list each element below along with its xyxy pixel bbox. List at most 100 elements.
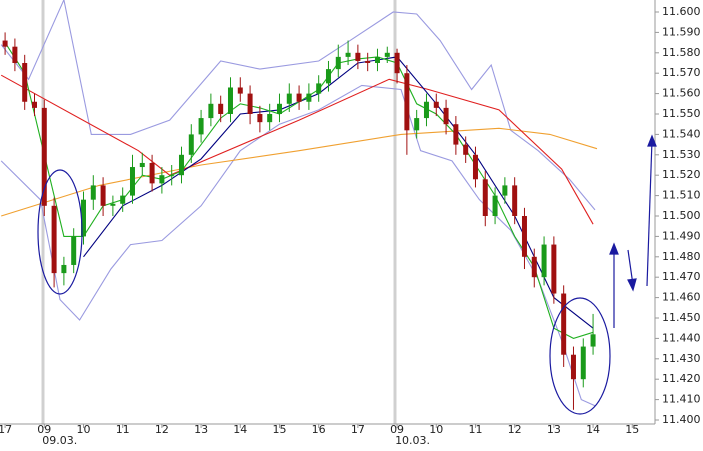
- indicator-line: [0, 0, 596, 211]
- x-tick-label: 16: [312, 423, 326, 436]
- candle-body: [345, 52, 351, 57]
- candle-body: [159, 175, 165, 184]
- arrow: [646, 139, 653, 287]
- candle-body: [149, 162, 155, 184]
- y-tick-label: 11.500: [662, 209, 701, 222]
- x-tick-label: 12: [155, 423, 169, 436]
- candle-body: [374, 56, 380, 63]
- y-tick-label: 11.600: [662, 5, 701, 18]
- x-tick-label: 13: [547, 423, 561, 436]
- y-tick-label: 11.420: [662, 372, 701, 385]
- x-tick-label: 11: [116, 423, 130, 436]
- x-tick-label: 10: [429, 423, 443, 436]
- y-tick-label: 11.580: [662, 46, 701, 59]
- candle-body: [580, 346, 586, 380]
- y-tick-label: 11.490: [662, 229, 701, 242]
- candle-body: [502, 185, 508, 196]
- candle-body: [120, 195, 126, 204]
- candle-body: [482, 179, 488, 216]
- candle-body: [521, 216, 527, 257]
- candle-body: [394, 52, 400, 74]
- indicator-line: [83, 56, 594, 329]
- y-tick-label: 11.510: [662, 189, 701, 202]
- candle-body: [237, 87, 243, 94]
- x-tick-label: 12: [508, 423, 522, 436]
- candle-body: [404, 73, 410, 131]
- x-tick-label: 15: [272, 423, 286, 436]
- candle-body: [22, 63, 28, 102]
- arrow-head: [647, 134, 657, 147]
- x-tick-label: 15: [625, 423, 639, 436]
- candle-body: [227, 87, 233, 114]
- candle-body: [453, 124, 459, 145]
- candle-body: [110, 203, 116, 206]
- candle-body: [433, 101, 439, 108]
- date-label: 10.03.: [395, 434, 430, 447]
- candle-body: [423, 101, 429, 119]
- y-tick-label: 11.520: [662, 168, 701, 181]
- y-tick-label: 11.410: [662, 393, 701, 406]
- y-tick-label: 11.400: [662, 413, 701, 426]
- candle-body: [169, 175, 175, 177]
- x-tick-label: 11: [468, 423, 482, 436]
- y-tick-label: 11.570: [662, 66, 701, 79]
- plot-area: [0, 0, 598, 424]
- candle-body: [80, 199, 86, 237]
- y-tick-label: 11.470: [662, 270, 701, 283]
- candle-body: [325, 69, 331, 84]
- candle-body: [384, 52, 390, 57]
- candle-body: [51, 205, 57, 274]
- x-tick-label: 14: [586, 423, 600, 436]
- indicator-line: [1, 127, 598, 217]
- candle-body: [71, 236, 77, 265]
- candle-body: [492, 195, 498, 216]
- candle-body: [335, 56, 341, 70]
- x-tick-label: 10: [76, 423, 90, 436]
- candle-body: [198, 118, 204, 135]
- candle-body: [551, 244, 557, 294]
- candle-body: [267, 114, 273, 123]
- candle-body: [306, 93, 312, 102]
- highlight-ellipse: [37, 169, 83, 295]
- x-tick-label: 14: [233, 423, 247, 436]
- indicator-line: [0, 84, 596, 407]
- arrow-head: [609, 242, 619, 255]
- candle-body: [247, 93, 253, 114]
- candle-body: [257, 114, 263, 123]
- candle-body: [365, 60, 371, 63]
- y-tick-label: 11.480: [662, 250, 701, 263]
- candle-body: [355, 52, 361, 61]
- candle-body: [218, 103, 224, 114]
- candle-body: [12, 46, 18, 63]
- candle-body: [208, 103, 214, 119]
- candle-body: [139, 162, 145, 168]
- arrow-head: [627, 278, 637, 292]
- candle-body: [472, 154, 478, 180]
- candle-body: [512, 185, 518, 216]
- indicator-line: [0, 74, 594, 225]
- candle-body: [41, 107, 47, 206]
- candle-body: [590, 334, 596, 347]
- candle-body: [2, 40, 8, 47]
- candle-body: [316, 83, 322, 94]
- x-tick-label: 13: [194, 423, 208, 436]
- candle-body: [178, 154, 184, 176]
- candle-body: [286, 93, 292, 104]
- candle-body: [100, 185, 106, 206]
- candle-body: [414, 118, 420, 131]
- candle-body: [188, 134, 194, 155]
- candle-body: [561, 293, 567, 355]
- date-label: 09.03.: [42, 434, 77, 447]
- x-tick-label: 09: [37, 423, 51, 436]
- candle-body: [31, 101, 37, 108]
- y-tick-label: 11.530: [662, 148, 701, 161]
- candle-body: [570, 354, 576, 380]
- y-tick-label: 11.440: [662, 331, 701, 344]
- candle-body: [296, 93, 302, 102]
- x-tick-label: 17: [351, 423, 365, 436]
- y-tick-label: 11.450: [662, 311, 701, 324]
- y-tick-label: 11.430: [662, 352, 701, 365]
- annotations: [37, 134, 657, 415]
